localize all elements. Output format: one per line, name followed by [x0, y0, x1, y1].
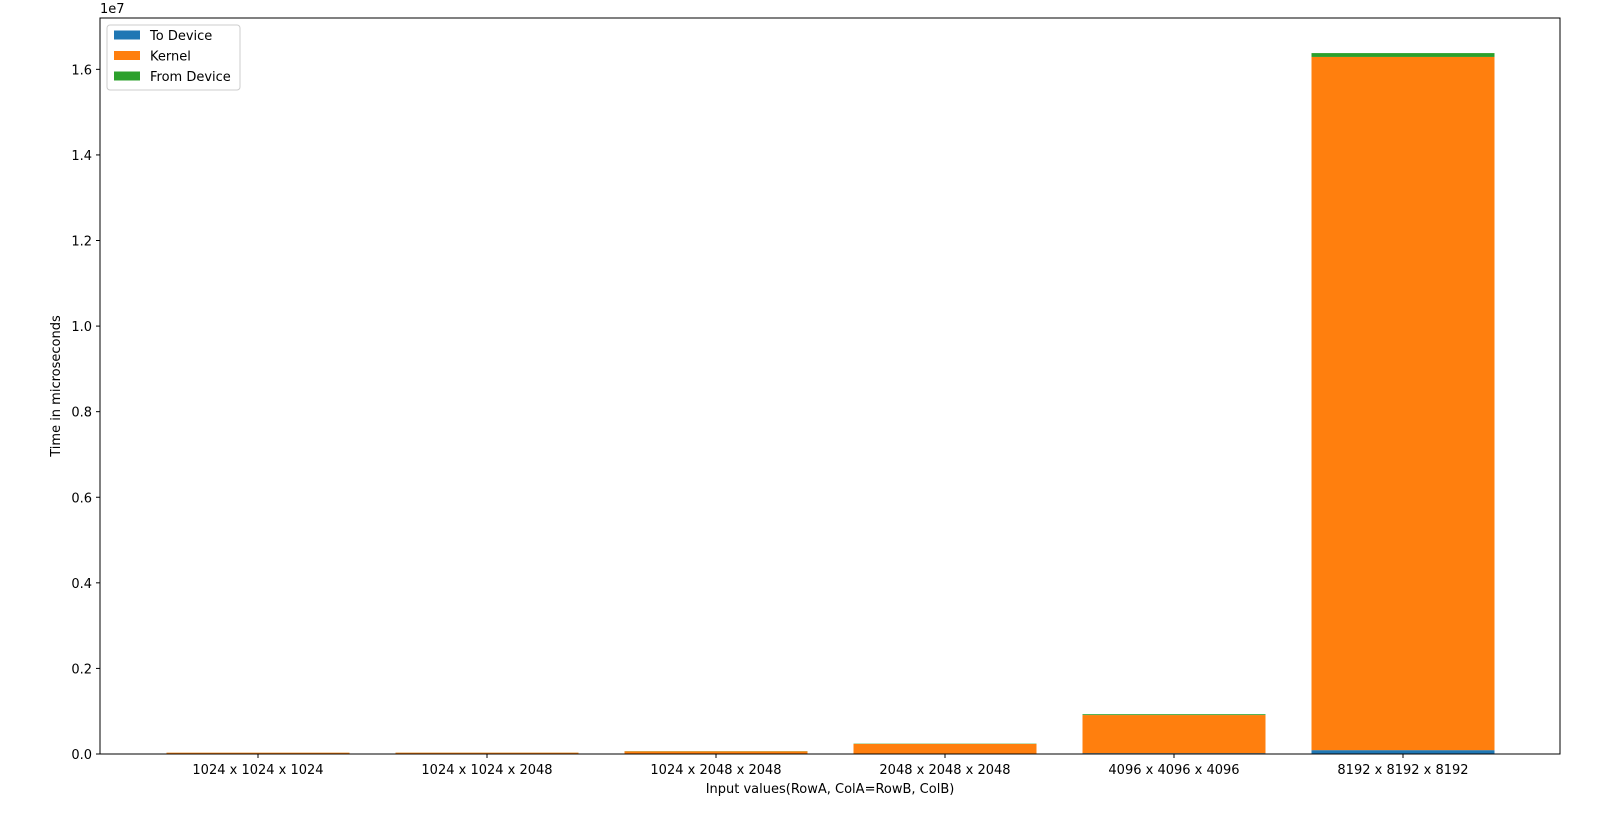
y-tick-label: 0.4: [71, 577, 92, 592]
x-tick-label: 1024 x 1024 x 2048: [421, 763, 552, 778]
y-tick-label: 0.0: [71, 748, 92, 763]
legend-swatch-from-device: [114, 71, 140, 81]
x-tick-label: 2048 x 2048 x 2048: [879, 763, 1010, 778]
legend-label-from-device: From Device: [150, 70, 231, 85]
legend-label-kernel: Kernel: [150, 50, 191, 65]
x-tick-label: 4096 x 4096 x 4096: [1108, 763, 1239, 778]
x-axis: 1024 x 1024 x 1024 1024 x 1024 x 2048 1024…: [192, 754, 1469, 778]
x-tick-label: 8192 x 8192 x 8192: [1337, 763, 1468, 778]
y-axis-label: Time in microseconds: [49, 315, 64, 458]
legend-box: [106, 24, 241, 91]
bar-kernel-5: [1311, 56, 1495, 751]
legend-swatch-kernel: [114, 51, 140, 60]
legend-swatch-to-device: [114, 30, 140, 40]
y-offset-text: 1e7: [100, 2, 125, 17]
bar-kernel-3: [853, 743, 1037, 754]
legend-label-to-device: To Device: [149, 29, 212, 44]
bar-from-device-4: [1082, 714, 1266, 716]
y-tick-label: 0.2: [71, 662, 92, 677]
x-axis-label: Input values(RowA, ColA=RowB, ColB): [706, 782, 955, 797]
y-tick-label: 1.0: [71, 320, 92, 335]
bar-kernel-4: [1082, 715, 1266, 754]
bar-kernel-1: [395, 752, 579, 754]
y-axis: 0.0 0.2 0.4 0.6 0.8 1.0 1.2 1.4 1.6: [71, 63, 100, 763]
y-tick-label: 1.6: [71, 63, 92, 78]
y-tick-label: 1.4: [71, 149, 92, 164]
bars-layer: [166, 53, 1495, 754]
bar-kernel-2: [624, 751, 808, 754]
x-tick-label: 1024 x 2048 x 2048: [650, 763, 781, 778]
y-tick-label: 0.8: [71, 406, 92, 421]
axes-frame: [99, 17, 1561, 755]
y-tick-label: 1.2: [71, 235, 92, 250]
bar-from-device-5: [1311, 53, 1495, 57]
x-tick-label: 1024 x 1024 x 1024: [192, 763, 323, 778]
y-tick-label: 0.6: [71, 491, 92, 506]
legend: To Device Kernel From Device: [106, 24, 241, 91]
bar-kernel-0: [166, 752, 350, 754]
bar-to-device-5: [1311, 750, 1495, 754]
